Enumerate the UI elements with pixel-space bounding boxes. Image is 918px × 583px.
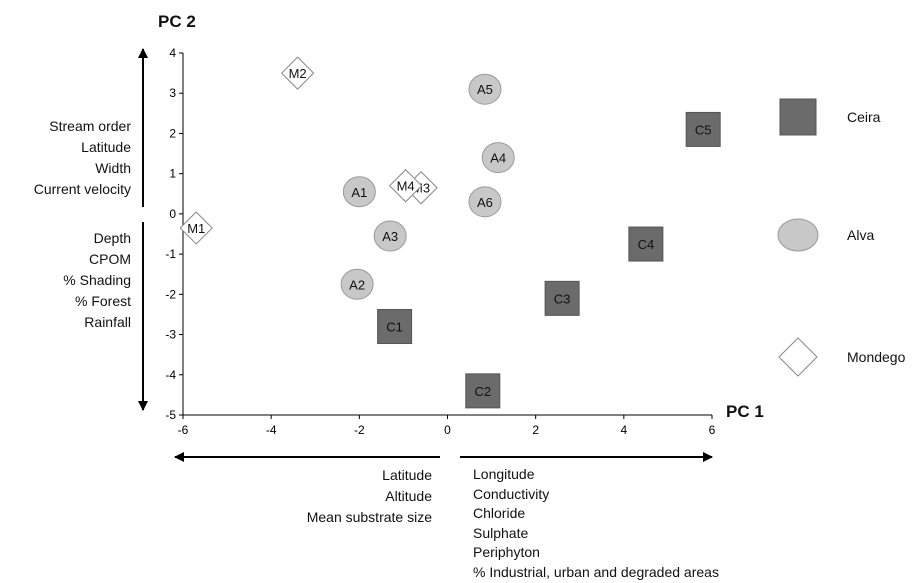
annotation-line: % Industrial, urban and degraded areas bbox=[473, 563, 719, 580]
point-label: A6 bbox=[477, 195, 493, 210]
legend-label: Ceira bbox=[847, 109, 881, 125]
point-label: A1 bbox=[351, 185, 367, 200]
point-label: M4 bbox=[397, 179, 415, 194]
legend-label: Mondego bbox=[847, 349, 906, 365]
point-label: A2 bbox=[349, 277, 365, 292]
annotation-line: Conductivity bbox=[473, 485, 550, 502]
y-tick-label: -5 bbox=[165, 408, 176, 422]
point-label: C2 bbox=[474, 384, 491, 399]
data-point-a1: A1 bbox=[342, 176, 376, 208]
data-point-a5: A5 bbox=[468, 73, 502, 105]
y-tick-label: 0 bbox=[169, 207, 176, 221]
x-tick-label: -6 bbox=[178, 423, 189, 437]
x-tick-label: -4 bbox=[266, 423, 277, 437]
point-label: C1 bbox=[386, 320, 403, 335]
x-tick-label: 6 bbox=[709, 423, 716, 437]
legend-item-ceira: Ceira bbox=[779, 98, 881, 136]
pc2-negative-annotation: Depth CPOM % Shading % Forest Rainfall bbox=[63, 228, 131, 333]
point-label: C5 bbox=[695, 122, 712, 137]
y-tick-label: -4 bbox=[165, 368, 176, 382]
annotation-line: % Forest bbox=[74, 293, 131, 309]
annotation-line: Chloride bbox=[473, 505, 526, 521]
data-point-a3: A3 bbox=[373, 220, 407, 252]
x-tick-label: 2 bbox=[532, 423, 539, 437]
point-label: A3 bbox=[382, 229, 398, 244]
annotation-line: Rainfall bbox=[84, 314, 131, 330]
x-tick-label: -2 bbox=[354, 423, 365, 437]
point-label: C4 bbox=[638, 237, 655, 252]
x-tick-label: 0 bbox=[444, 423, 451, 437]
y-tick-label: 4 bbox=[169, 46, 176, 60]
point-label: A4 bbox=[490, 151, 506, 166]
data-point-c5: C5 bbox=[685, 111, 721, 147]
annotation-line: Sulphate bbox=[473, 524, 529, 541]
legend-marker bbox=[779, 98, 817, 136]
annotation-line: CPOM bbox=[89, 251, 131, 267]
legend-label: Alva bbox=[847, 227, 874, 243]
point-label: C3 bbox=[554, 291, 571, 306]
annotation-line: Depth bbox=[93, 230, 131, 246]
legend-item-mondego: Mondego bbox=[778, 337, 906, 377]
data-point-c3: C3 bbox=[544, 280, 580, 316]
data-point-a4: A4 bbox=[481, 142, 515, 174]
legend-item-alva: Alva bbox=[777, 218, 874, 252]
y-tick-label: -3 bbox=[165, 328, 176, 342]
pc2-positive-annotation: Stream order Latitude Width Current velo… bbox=[34, 116, 131, 200]
annotation-line: Altitude bbox=[385, 488, 432, 504]
y-tick-label: -2 bbox=[165, 287, 176, 301]
x-tick-label: 4 bbox=[620, 423, 627, 437]
data-point-c1: C1 bbox=[377, 309, 413, 345]
data-point-m2: M2 bbox=[280, 56, 315, 90]
pc1-positive-annotation: Longitude Conductivity Chloride Sulphate… bbox=[473, 465, 719, 582]
data-point-c4: C4 bbox=[628, 226, 664, 262]
annotation-line: Stream order bbox=[49, 118, 131, 134]
data-point-m4: M4 bbox=[388, 169, 423, 203]
annotation-line: Width bbox=[95, 160, 131, 176]
y-tick-label: -1 bbox=[165, 247, 176, 261]
y-tick-label: 2 bbox=[169, 126, 176, 140]
data-point-c2: C2 bbox=[465, 373, 501, 409]
annotation-line: Latitude bbox=[81, 139, 131, 155]
annotation-line: Current velocity bbox=[33, 181, 131, 197]
point-label: M1 bbox=[187, 221, 205, 236]
y-axis-title: PC 2 bbox=[158, 12, 196, 31]
annotation-line: Periphyton bbox=[473, 544, 540, 560]
data-point-a6: A6 bbox=[468, 186, 502, 218]
annotation-line: Latitude bbox=[382, 467, 432, 483]
data-point-m1: M1 bbox=[179, 211, 213, 245]
point-label: A5 bbox=[477, 82, 493, 97]
annotation-line: Longitude bbox=[473, 466, 535, 482]
annotation-line: Mean substrate size bbox=[306, 509, 432, 525]
x-axis-title: PC 1 bbox=[726, 402, 764, 421]
data-point-a2: A2 bbox=[340, 268, 374, 300]
y-tick-label: 1 bbox=[169, 167, 176, 181]
y-tick-label: 3 bbox=[169, 86, 176, 100]
pc1-negative-annotation: Latitude Altitude Mean substrate size bbox=[307, 465, 432, 528]
point-label: M2 bbox=[289, 66, 307, 81]
legend-marker bbox=[778, 337, 818, 377]
legend-marker bbox=[777, 218, 819, 252]
annotation-line: % Shading bbox=[63, 272, 131, 288]
